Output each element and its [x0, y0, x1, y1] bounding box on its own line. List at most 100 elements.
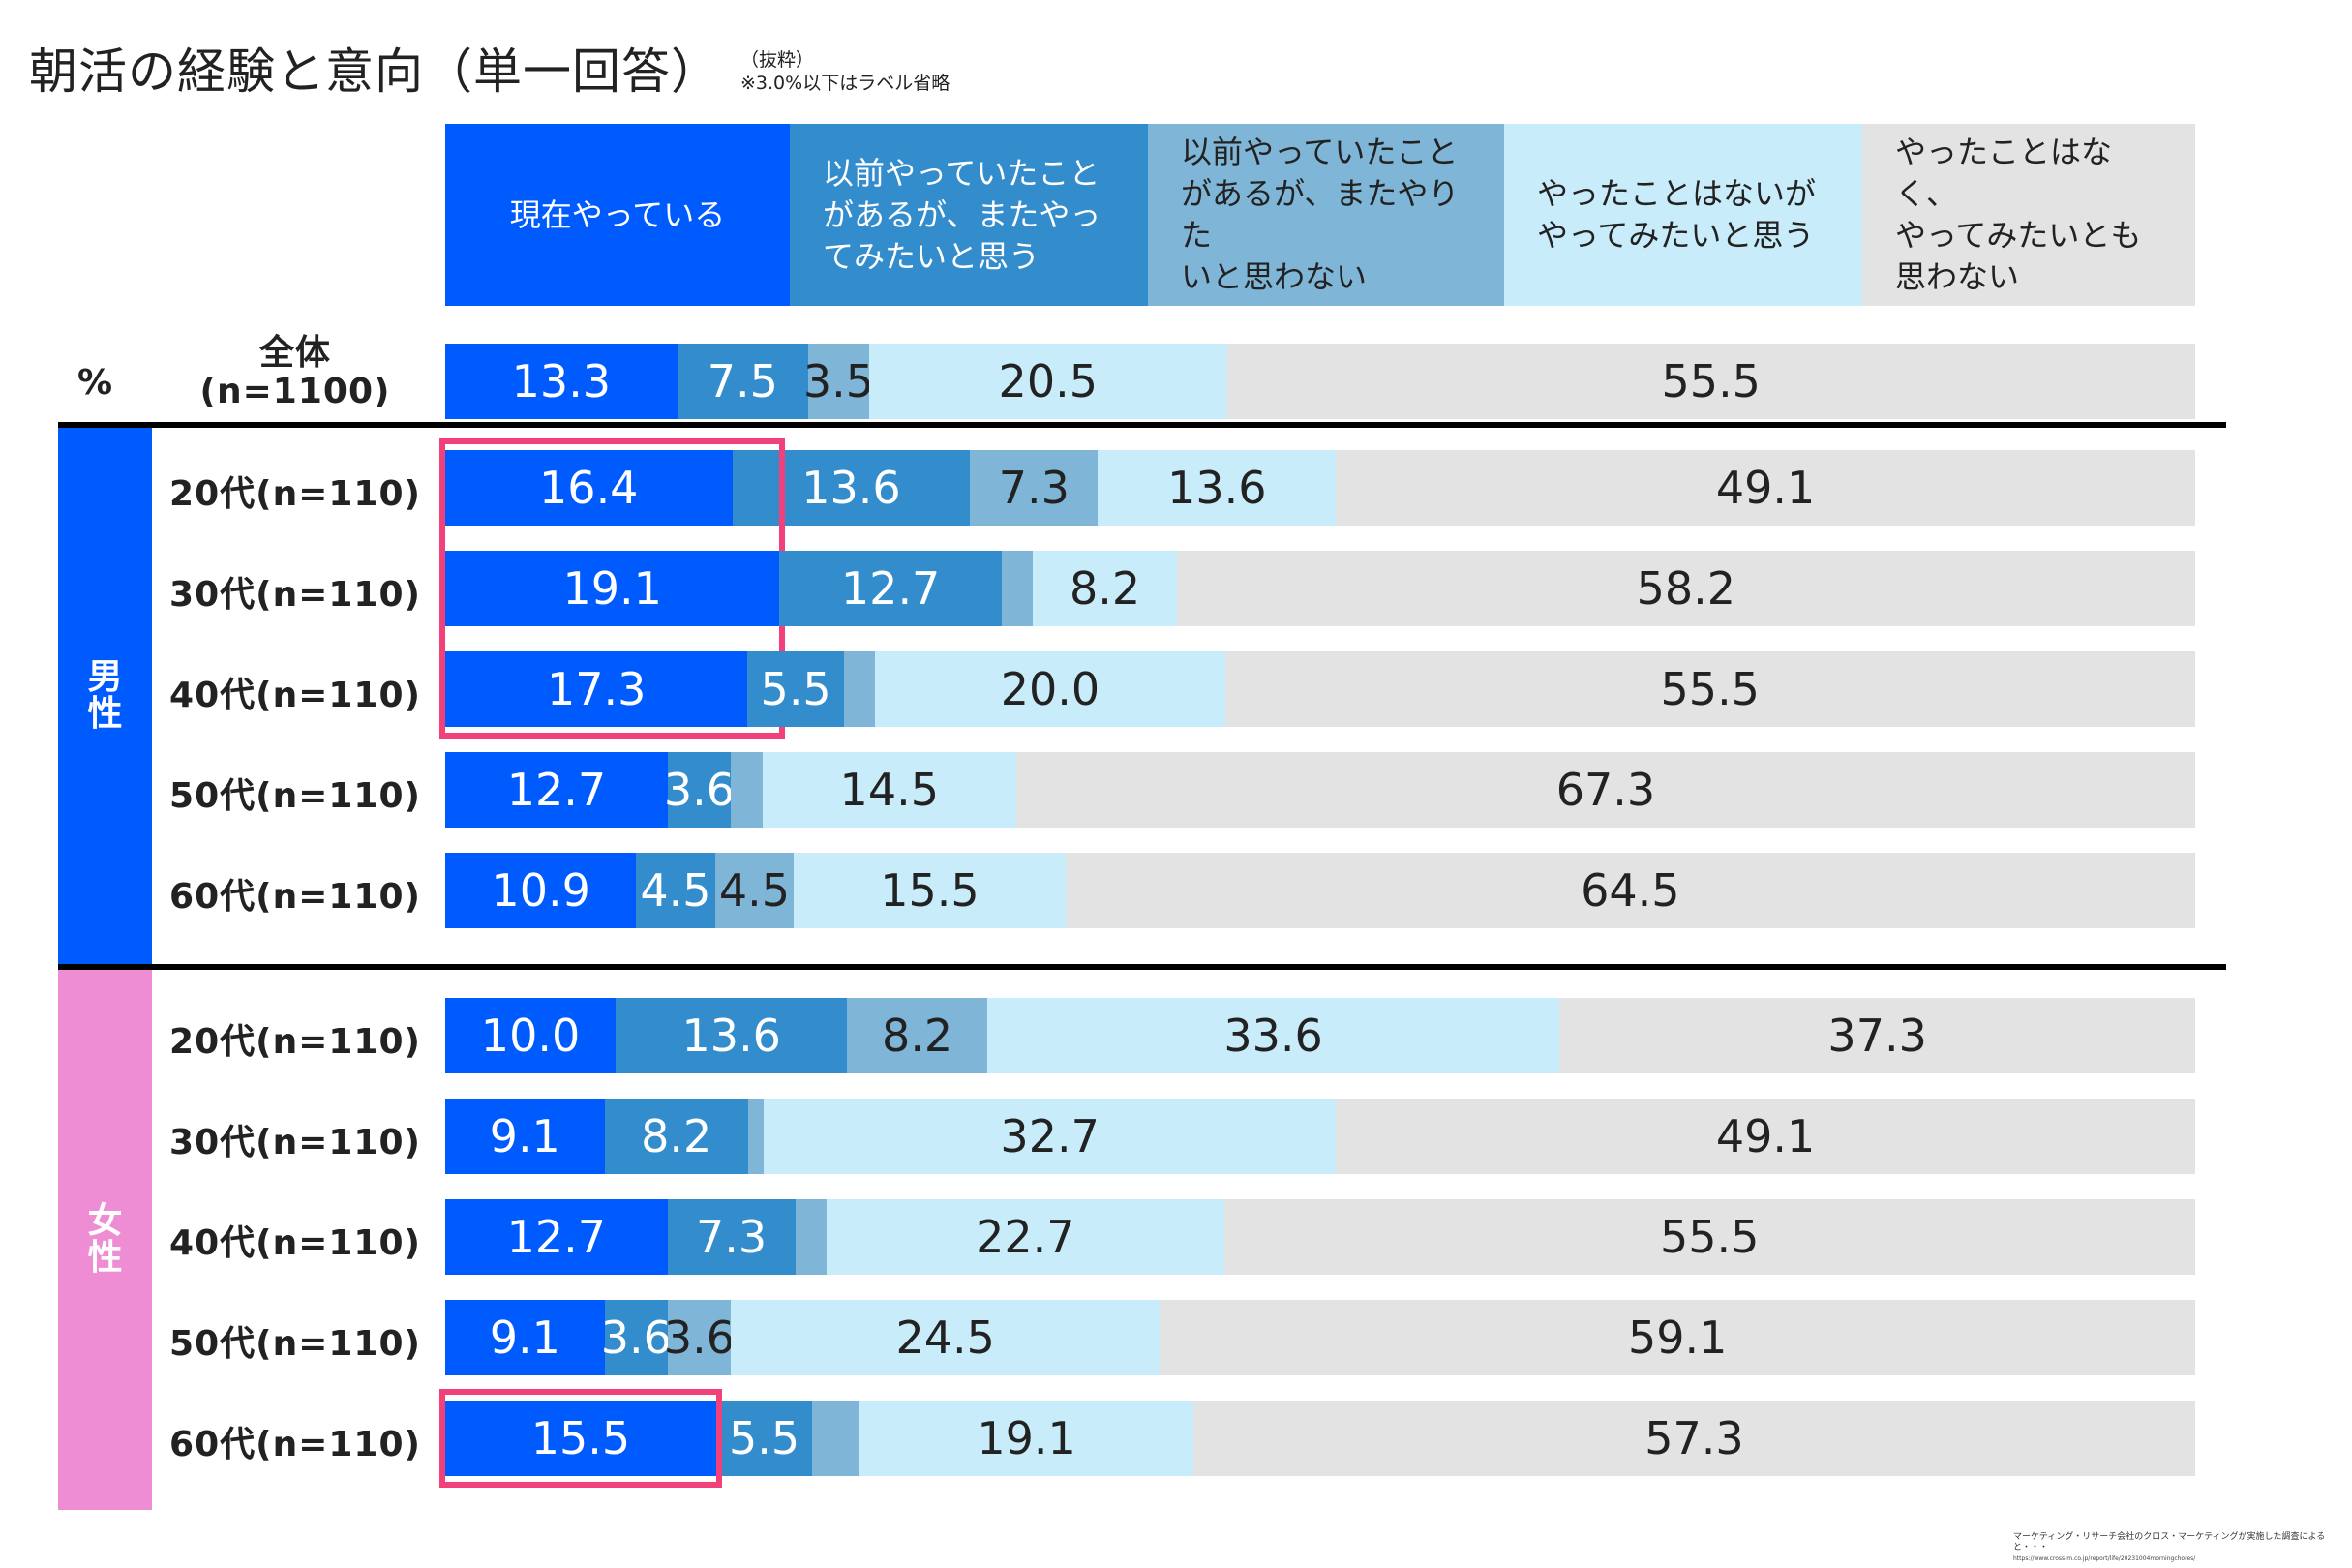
bar-segment-3: [730, 752, 763, 828]
bar-segment-2: 5.5: [715, 1401, 813, 1476]
bar-segment-3: 4.5: [714, 853, 795, 928]
bar-segment-5: 49.1: [1336, 450, 2195, 526]
chart-note: （抜粋） ※3.0%以下はラベル省略: [740, 48, 950, 95]
data-label: 24.5: [895, 1312, 995, 1364]
data-label: 10.9: [491, 864, 590, 917]
bar-segment-4: 32.7: [764, 1099, 1337, 1174]
data-label: 7.3: [696, 1211, 768, 1263]
data-label: 8.2: [1070, 562, 1141, 615]
bar-segment-3: 8.2: [847, 998, 987, 1073]
row-label: 20代(n=110): [169, 474, 421, 514]
row-label: 40代(n=110): [169, 676, 421, 715]
bar-segment-4: 22.7: [827, 1199, 1224, 1275]
bar-segment-2: 5.5: [747, 651, 844, 727]
data-label: 19.1: [977, 1412, 1076, 1464]
data-label: 7.3: [998, 462, 1070, 514]
data-label: 12.7: [506, 1211, 607, 1263]
bar-segment-3: [843, 651, 876, 727]
bar-segment-2: 3.6: [664, 752, 735, 828]
row-label: 60代(n=110): [169, 1425, 421, 1464]
bar-segment-4: 24.5: [730, 1300, 1161, 1375]
data-label: 33.6: [1223, 1010, 1323, 1062]
row-label: 50代(n=110): [169, 776, 421, 816]
bar-segment-4: 14.5: [762, 752, 1016, 828]
data-label: 8.2: [641, 1110, 712, 1162]
data-label: 3.6: [663, 1312, 735, 1364]
bar-segment-4: 20.0: [875, 651, 1225, 727]
data-label: 15.5: [880, 864, 980, 917]
bar-row: 16.4 13.6 7.3 13.6 49.1: [445, 450, 2195, 526]
bar-row: 15.5 5.5 19.1 57.3: [445, 1401, 2195, 1476]
group-divider: [58, 964, 2226, 970]
source-footer: マーケティング・リサーチ会社のクロス・マーケティングが実施した調査によると・・・…: [2013, 1532, 2352, 1564]
data-label: 37.3: [1827, 1010, 1927, 1062]
bar-segment-2: 8.2: [604, 1099, 748, 1174]
legend-item-4: やったことはないが やってみたいと思う: [1504, 124, 1862, 306]
data-label: 57.3: [1644, 1412, 1744, 1464]
data-label: 20.0: [1000, 663, 1101, 715]
bar-segment-2: 4.5: [636, 853, 715, 928]
bar-segment-5: 49.1: [1336, 1099, 2195, 1174]
bar-segment-1: 10.9: [445, 853, 637, 928]
bar-segment-5: 55.5: [1223, 1199, 2195, 1275]
bar-segment-4: 15.5: [794, 853, 1066, 928]
bar-row: 17.3 5.5 20.0 55.5: [445, 651, 2195, 727]
bar-segment-2: 7.5: [677, 344, 808, 419]
bar-segment-1: 15.5: [445, 1401, 716, 1476]
legend-item-2: 以前やっていたこと があるが、またやっ てみたいと思う: [790, 124, 1148, 306]
data-label: 55.5: [1661, 355, 1761, 407]
bar-segment-3: 3.5: [803, 344, 874, 419]
data-label: 13.3: [511, 355, 612, 407]
legend-label: やったことはなく、 やってみたいとも 思わない: [1895, 134, 2142, 295]
data-label: 5.5: [760, 663, 831, 715]
bar-segment-4: 8.2: [1033, 551, 1177, 626]
legend-label: 以前やっていたこと があるが、またやっ てみたいと思う: [823, 154, 1101, 275]
data-label: 4.5: [640, 864, 711, 917]
bar-segment-1: 17.3: [445, 651, 748, 727]
data-label: 58.2: [1636, 562, 1736, 615]
data-label: 9.1: [489, 1312, 560, 1364]
bar-segment-3: 7.3: [970, 450, 1099, 526]
bar-segment-2: 3.6: [601, 1300, 672, 1375]
group-label-female: 女 性: [58, 970, 152, 1510]
row-label: 30代(n=110): [169, 575, 421, 615]
legend-item-5: やったことはなく、 やってみたいとも 思わない: [1862, 124, 2195, 306]
note-label-threshold: ※3.0%以下はラベル省略: [740, 73, 950, 94]
row-label: 50代(n=110): [169, 1324, 421, 1364]
bar-segment-5: 57.3: [1193, 1401, 2195, 1476]
bar-row: 10.9 4.5 4.5 15.5 64.5: [445, 853, 2195, 928]
bar-segment-2: 12.7: [779, 551, 1002, 626]
bar-row: 13.3 7.5 3.5 20.5 55.5: [445, 344, 2195, 419]
bar-segment-1: 10.0: [445, 998, 617, 1073]
bar-segment-1: 12.7: [445, 752, 668, 828]
data-label: 17.3: [547, 663, 647, 715]
row-label: 40代(n=110): [169, 1223, 421, 1263]
data-label: 3.6: [600, 1312, 672, 1364]
group-label-male: 男 性: [58, 428, 152, 964]
bar-segment-3: [747, 1099, 765, 1174]
data-label: 20.5: [998, 355, 1098, 407]
bar-segment-5: 58.2: [1176, 551, 2195, 626]
legend-label: 以前やっていたこと があるが、またやりた いと思わない: [1181, 134, 1460, 295]
bar-segment-1: 9.1: [445, 1099, 605, 1174]
group-divider: [58, 422, 2226, 428]
source-text: マーケティング・リサーチ会社のクロス・マーケティングが実施した調査によると・・・: [2013, 1532, 2326, 1553]
bar-segment-1: 9.1: [445, 1300, 605, 1375]
data-label: 49.1: [1715, 462, 1816, 514]
bar-segment-3: [795, 1199, 828, 1275]
data-label: 7.5: [707, 355, 778, 407]
bar-segment-3: [812, 1401, 860, 1476]
bar-segment-2: 13.6: [732, 450, 971, 526]
chart-title: 朝活の経験と意向（単一回答）: [29, 44, 720, 100]
data-label: 64.5: [1581, 864, 1680, 917]
bar-segment-5: 55.5: [1226, 344, 2195, 419]
data-label: 3.6: [663, 764, 735, 816]
data-label: 14.5: [839, 764, 939, 816]
legend-label: 現在やっている: [509, 196, 726, 233]
bar-segment-5: 67.3: [1015, 752, 2195, 828]
bar-row: 19.1 12.7 8.2 58.2: [445, 551, 2195, 626]
bar-segment-2: 7.3: [667, 1199, 796, 1275]
unit-label: %: [77, 363, 113, 403]
bar-segment-5: 37.3: [1559, 998, 2195, 1073]
bar-segment-1: 13.3: [445, 344, 678, 419]
